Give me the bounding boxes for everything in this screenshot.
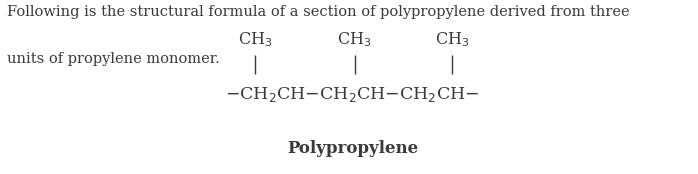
Text: CH$_3$: CH$_3$ (238, 30, 273, 49)
Text: CH$_3$: CH$_3$ (435, 30, 470, 49)
Text: CH$_3$: CH$_3$ (337, 30, 372, 49)
Text: units of propylene monomer.: units of propylene monomer. (7, 52, 220, 66)
Text: Following is the structural formula of a section of polypropylene derived from t: Following is the structural formula of a… (7, 5, 630, 19)
Text: $-$CH$_2$CH$-$CH$_2$CH$-$CH$_2$CH$-$: $-$CH$_2$CH$-$CH$_2$CH$-$CH$_2$CH$-$ (225, 85, 480, 104)
Text: Polypropylene: Polypropylene (287, 140, 418, 157)
